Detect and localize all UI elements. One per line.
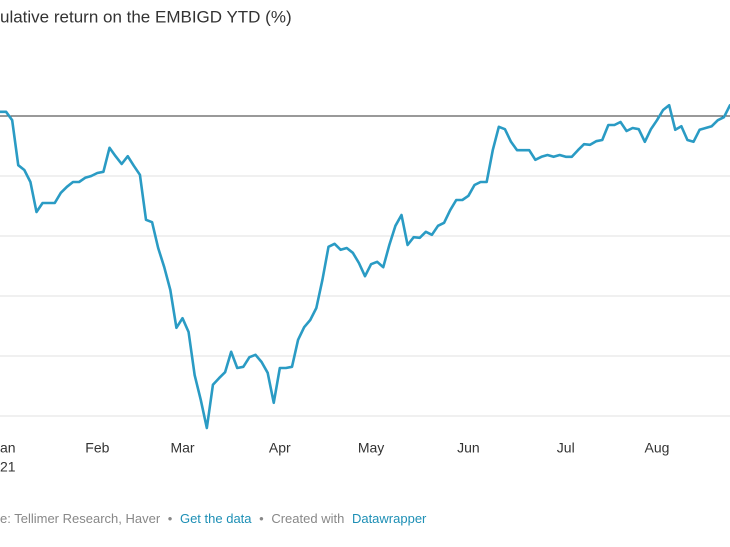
x-tick-label: Jun	[457, 440, 480, 456]
created-with: Created with	[271, 511, 344, 526]
x-tick-label: May	[358, 440, 384, 456]
grid	[0, 115, 730, 417]
x-tick-label: Apr	[269, 440, 291, 456]
footer: e: Tellimer Research, Haver • Get the da…	[0, 511, 427, 526]
datawrapper-link[interactable]: Datawrapper	[352, 511, 427, 526]
x-tick-label: Aug	[645, 440, 670, 456]
separator: •	[259, 511, 264, 526]
x-tick-label: Mar	[170, 440, 194, 456]
x-tick-label: an	[0, 440, 16, 456]
source: e: Tellimer Research, Haver	[0, 511, 161, 526]
separator: •	[168, 511, 173, 526]
year-label: 21	[0, 459, 16, 475]
line	[0, 103, 730, 430]
x-tick-label: Jul	[557, 440, 575, 456]
get-data-link[interactable]: Get the data	[180, 511, 252, 526]
x-tick-label: Feb	[85, 440, 109, 456]
chart-title: ulative return on the EMBIGD YTD (%)	[0, 7, 292, 26]
